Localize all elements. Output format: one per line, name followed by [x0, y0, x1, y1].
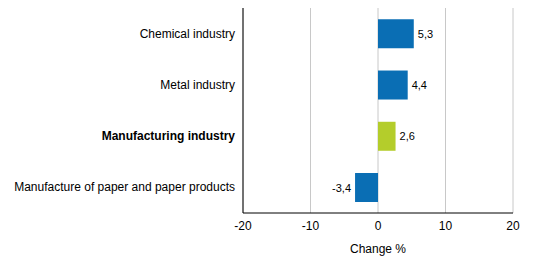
svg-text:Manufacture of paper and paper: Manufacture of paper and paper products: [14, 180, 235, 194]
svg-text:-3,4: -3,4: [332, 182, 351, 194]
svg-text:-20: -20: [234, 219, 252, 233]
svg-text:-10: -10: [302, 219, 320, 233]
svg-text:0: 0: [375, 219, 382, 233]
svg-text:10: 10: [439, 219, 453, 233]
svg-text:Chemical industry: Chemical industry: [140, 27, 235, 41]
svg-text:2,6: 2,6: [400, 130, 415, 142]
svg-text:Metal industry: Metal industry: [160, 78, 235, 92]
svg-text:4,4: 4,4: [412, 79, 427, 91]
svg-text:Manufacturing industry: Manufacturing industry: [102, 129, 236, 143]
svg-text:5,3: 5,3: [418, 28, 433, 40]
svg-text:Change %: Change %: [350, 242, 406, 256]
svg-text:20: 20: [506, 219, 520, 233]
